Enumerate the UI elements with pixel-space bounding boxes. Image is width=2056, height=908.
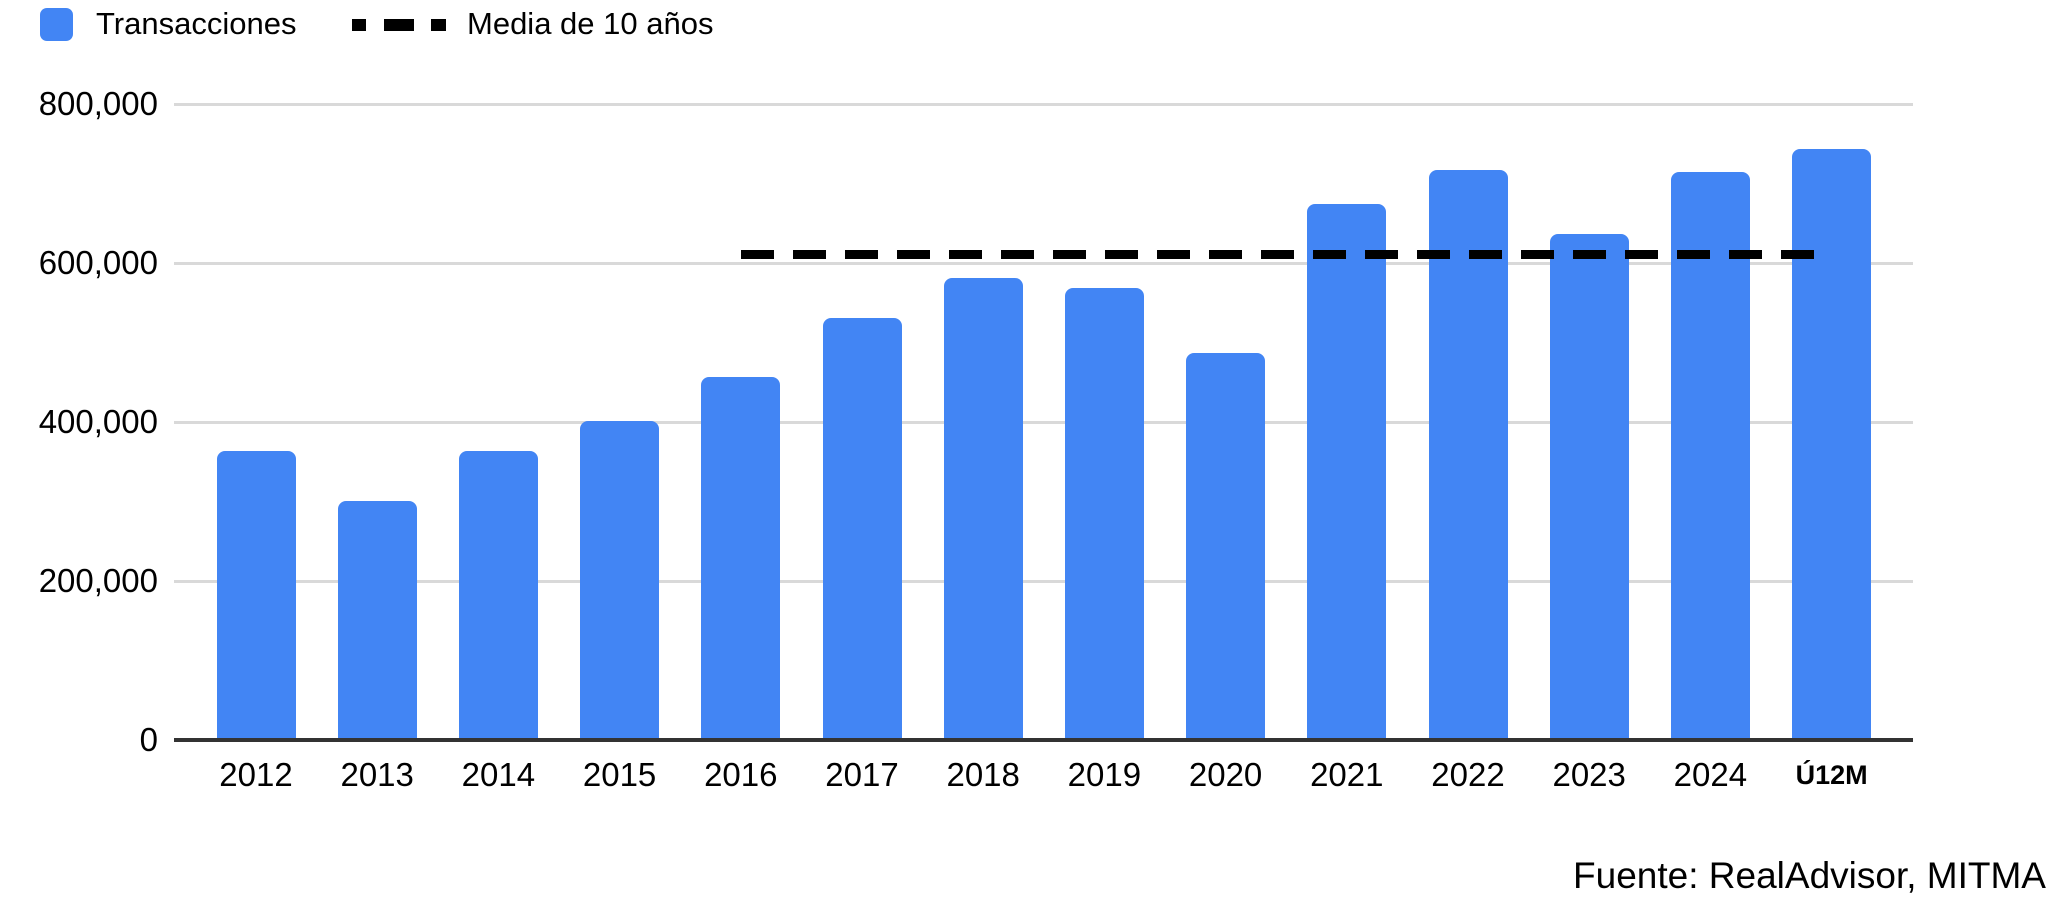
bar-2024[interactable] (1670, 172, 1750, 740)
dash-segment (352, 19, 366, 31)
x-label-2013: 2013 (340, 756, 414, 793)
y-tick-label-400000: 400,000 (38, 403, 158, 440)
bar-2020[interactable] (1186, 352, 1266, 740)
bar-2013[interactable] (337, 500, 417, 740)
dashed-line-sample-icon (352, 19, 446, 31)
bar-Ú12M[interactable] (1792, 148, 1872, 740)
x-label-2023: 2023 (1552, 756, 1626, 793)
x-axis-baseline (174, 738, 1913, 742)
x-label-2014: 2014 (461, 756, 536, 793)
dash-segment (431, 19, 446, 31)
bar-2016[interactable] (701, 376, 781, 740)
gridline-800000 (174, 102, 1913, 106)
x-label-Ú12M: Ú12M (1795, 760, 1868, 790)
x-label-2018: 2018 (946, 756, 1020, 793)
y-tick-label-600000: 600,000 (38, 244, 158, 281)
x-label-2022: 2022 (1431, 756, 1505, 793)
bar-2018[interactable] (943, 278, 1023, 740)
y-tick-label-800000: 800,000 (38, 85, 158, 122)
bar-2023[interactable] (1549, 233, 1629, 740)
bar-2014[interactable] (458, 450, 538, 740)
bar-2022[interactable] (1428, 169, 1508, 740)
x-label-2024: 2024 (1673, 756, 1748, 793)
x-label-2015: 2015 (582, 756, 657, 793)
x-label-2021: 2021 (1310, 756, 1384, 793)
average-line (740, 249, 1832, 259)
legend-label-media-10-anos: Media de 10 años (467, 6, 714, 41)
dash-segment (384, 19, 414, 31)
bar-2015[interactable] (580, 421, 660, 740)
y-tick-label-200000: 200,000 (38, 562, 158, 599)
bar-2017[interactable] (822, 317, 902, 740)
x-label-2017: 2017 (825, 756, 899, 793)
gridline-400000 (174, 420, 1913, 424)
bar-2012[interactable] (216, 451, 296, 740)
gridline-600000 (174, 261, 1913, 265)
legend-label-transacciones: Transacciones (96, 6, 297, 41)
x-label-2012: 2012 (219, 756, 293, 793)
x-label-2019: 2019 (1067, 756, 1142, 793)
bar-2019[interactable] (1064, 288, 1144, 740)
source-attribution: Fuente: RealAdvisor, MITMA (1573, 855, 2046, 896)
x-label-2016: 2016 (704, 756, 778, 793)
y-tick-label-0: 0 (139, 721, 158, 758)
chart-legend: Transacciones Media de 10 años (0, 0, 2056, 52)
gridline-200000 (174, 579, 1913, 583)
bar-2021[interactable] (1307, 204, 1387, 740)
x-label-2020: 2020 (1188, 756, 1263, 793)
bar-series-swatch-icon (40, 8, 73, 41)
